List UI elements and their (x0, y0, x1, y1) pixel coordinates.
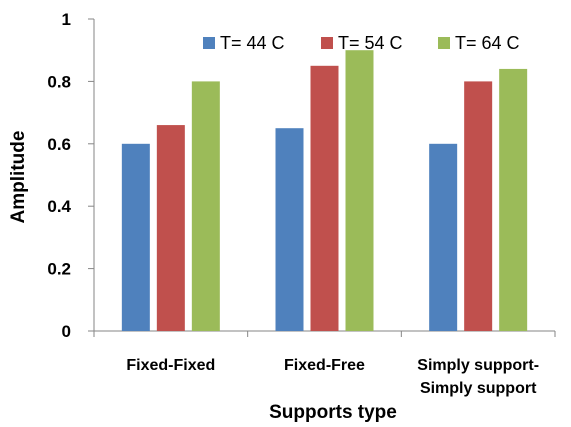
bars (121, 50, 528, 332)
category-label: Simply support (420, 380, 537, 397)
legend-label: T= 44 C (220, 33, 285, 53)
legend-swatch (321, 37, 333, 49)
y-tick-label: 1 (62, 10, 71, 29)
y-tick-label: 0 (62, 322, 71, 341)
legend-swatch (438, 37, 450, 49)
x-axis (93, 330, 556, 337)
legend-swatch (203, 37, 215, 49)
bar (499, 68, 528, 332)
x-axis-title: Supports type (269, 402, 397, 423)
category-labels: Fixed-Fixed Fixed-Free Simply support- Simp… (126, 357, 539, 397)
y-tick-label: 0.8 (47, 72, 71, 91)
y-axis-title: Amplitude (8, 131, 29, 224)
bar (345, 50, 374, 331)
bar (464, 81, 493, 332)
bar (429, 143, 458, 331)
category-label: Simply support- (417, 357, 539, 374)
category-label: Fixed-Fixed (126, 357, 215, 374)
y-tick-label: 0.6 (47, 135, 71, 154)
bar (156, 125, 185, 331)
bar (275, 128, 304, 331)
legend: T= 44 C T= 54 C T= 64 C (203, 33, 520, 53)
bar (310, 65, 339, 332)
y-tick-label: 0.2 (47, 260, 71, 279)
legend-label: T= 54 C (338, 33, 403, 53)
legend-label: T= 64 C (455, 33, 520, 53)
y-tick-label: 0.4 (47, 197, 71, 216)
bar (191, 81, 220, 332)
category-label: Fixed-Free (284, 357, 365, 374)
bar (121, 143, 150, 331)
y-axis: 0 0.2 0.4 0.6 0.8 1 (47, 10, 95, 341)
